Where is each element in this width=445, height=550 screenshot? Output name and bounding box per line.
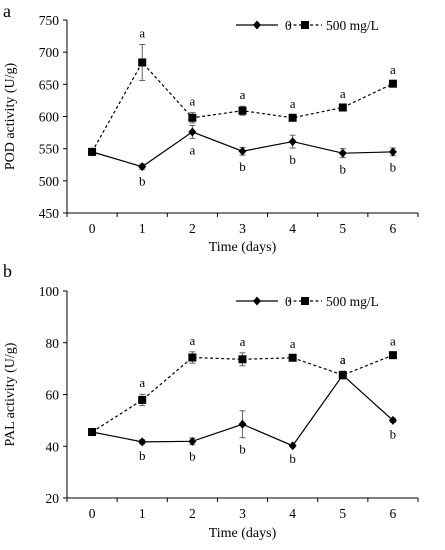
data-point — [338, 371, 347, 380]
significance-letter: a — [390, 334, 396, 349]
data-point — [238, 355, 247, 364]
legend-marker-treatment — [301, 21, 309, 29]
series-control: b a b b b b — [88, 125, 397, 188]
data-point — [188, 113, 197, 122]
significance-letter: a — [390, 62, 396, 77]
chart-panel-b: b 20 40 60 80 100 0 1 2 3 4 5 6 Time (days) PAL activi… — [3, 261, 419, 541]
panel-label: a — [3, 1, 11, 21]
significance-letter: b — [390, 160, 397, 175]
x-tick-label: 5 — [339, 506, 346, 521]
significance-letter: b — [239, 159, 246, 174]
series-control: b b b b a b — [88, 352, 397, 466]
x-tick-label: 3 — [239, 221, 246, 236]
significance-letter: a — [240, 87, 246, 102]
data-point — [288, 113, 297, 122]
significance-letter: b — [289, 152, 296, 167]
y-tick-label: 550 — [39, 142, 60, 157]
y-tick-label: 650 — [39, 77, 60, 92]
data-point — [138, 58, 147, 67]
y-tick-label: 100 — [39, 284, 60, 299]
data-point — [388, 147, 397, 157]
data-point — [88, 147, 97, 156]
data-point — [288, 441, 297, 451]
data-point — [138, 437, 147, 447]
x-axis-label: Time (days) — [209, 526, 277, 541]
significance-letter: a — [189, 333, 195, 348]
legend-marker-control — [253, 20, 261, 30]
x-tick-label: 2 — [189, 506, 196, 521]
significance-letter: b — [390, 426, 397, 441]
x-tick-label: 3 — [239, 506, 246, 521]
data-point — [188, 436, 197, 446]
significance-letter: b — [139, 173, 146, 188]
x-tick-label: 6 — [390, 221, 397, 236]
data-point — [288, 353, 297, 362]
significance-letter: a — [340, 352, 346, 367]
data-point — [388, 79, 397, 88]
x-tick-label: 6 — [390, 506, 397, 521]
legend-label-treatment: 500 mg/L — [326, 18, 379, 33]
chart-panel-a: a 450 500 550 600 650 700 750 0 1 2 3 4 5 6 Time (days)… — [3, 1, 419, 255]
y-tick-label: 80 — [46, 336, 60, 351]
data-point — [138, 162, 147, 172]
y-tick-label: 40 — [46, 439, 60, 454]
significance-letter: b — [239, 442, 246, 457]
data-point — [238, 419, 247, 429]
significance-letter: b — [139, 448, 146, 463]
data-point — [338, 103, 347, 112]
y-tick-label: 20 — [46, 491, 60, 506]
y-tick-label: 700 — [39, 45, 60, 60]
data-point — [88, 428, 97, 437]
x-axis-label: Time (days) — [209, 240, 277, 255]
y-tick-label: 450 — [39, 206, 60, 221]
x-tick-label: 1 — [139, 506, 146, 521]
significance-letter: a — [189, 142, 195, 157]
series-treatment: a a a a a a — [88, 333, 397, 437]
significance-letter: a — [139, 375, 145, 390]
y-axis-label: POD activity (U/g) — [3, 63, 18, 171]
significance-letter: a — [139, 25, 145, 40]
significance-letter: b — [289, 451, 296, 466]
significance-letter: b — [340, 162, 347, 177]
data-point — [338, 148, 347, 158]
x-tick-label: 4 — [289, 506, 296, 521]
significance-letter: b — [189, 449, 196, 464]
significance-letter: a — [290, 336, 296, 351]
y-tick-label: 500 — [39, 174, 60, 189]
legend-marker-control — [253, 296, 261, 306]
significance-letter: a — [189, 94, 195, 109]
y-tick-label: 60 — [46, 388, 60, 403]
x-tick-label: 0 — [89, 221, 96, 236]
data-point — [238, 146, 247, 156]
x-tick-label: 2 — [189, 221, 196, 236]
data-point — [188, 127, 197, 137]
x-tick-label: 0 — [89, 506, 96, 521]
series-treatment: a a a a a a — [88, 25, 397, 156]
data-point — [288, 137, 297, 147]
x-tick-label: 5 — [339, 221, 346, 236]
data-point — [238, 106, 247, 115]
y-tick-label: 600 — [39, 110, 60, 125]
data-point — [388, 351, 397, 360]
y-tick-label: 750 — [39, 13, 60, 28]
x-tick-label: 4 — [289, 221, 296, 236]
y-axis-label: PAL activity (U/g) — [3, 342, 18, 446]
significance-letter: a — [340, 352, 346, 367]
panel-label: b — [3, 261, 12, 281]
significance-letter: a — [290, 96, 296, 111]
data-point — [388, 415, 397, 425]
legend-label-treatment: 500 mg/L — [326, 294, 379, 309]
legend-marker-treatment — [301, 297, 309, 305]
data-point — [138, 395, 147, 404]
x-tick-label: 1 — [139, 221, 146, 236]
significance-letter: a — [340, 86, 346, 101]
significance-letter: a — [240, 334, 246, 349]
data-point — [188, 353, 197, 362]
